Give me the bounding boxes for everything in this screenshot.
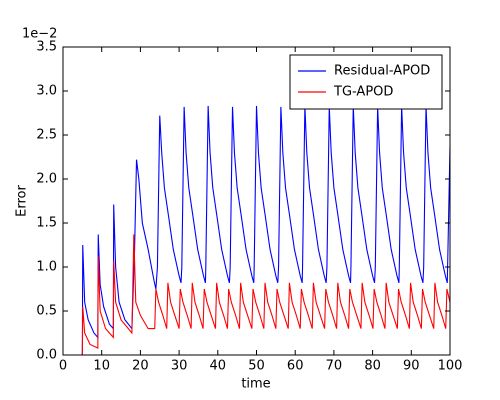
x-tick-label: 10	[93, 359, 110, 374]
x-axis-label: time	[241, 377, 270, 392]
x-tick-label: 90	[403, 359, 420, 374]
series-line	[63, 105, 451, 356]
y-axis-label: Error	[15, 185, 30, 217]
series-line	[63, 234, 451, 356]
y-tick-label: 2.5	[36, 128, 57, 143]
x-tick-label: 100	[438, 359, 463, 374]
legend-label: Residual-APOD	[334, 64, 430, 79]
y-tick-label: 2.0	[36, 172, 57, 187]
x-tick-label: 20	[132, 359, 149, 374]
legend-box	[289, 54, 443, 110]
legend-label: TG-APOD	[333, 85, 393, 100]
x-tick-label: 70	[326, 359, 343, 374]
y-tick-label: 3.0	[36, 84, 57, 99]
y-tick-label: 1.5	[36, 216, 57, 231]
x-tick-label: 50	[248, 359, 265, 374]
y-tick-label: 0.5	[36, 304, 57, 319]
x-tick-label: 60	[287, 359, 304, 374]
x-tick-label: 0	[59, 359, 67, 374]
y-offset-text: 1e−2	[22, 27, 57, 42]
x-tick-label: 80	[364, 359, 381, 374]
x-tick-label: 30	[171, 359, 188, 374]
y-tick-label: 0.0	[36, 348, 57, 363]
y-tick-label: 1.0	[36, 260, 57, 275]
y-tick-label: 3.5	[36, 40, 57, 55]
x-tick-label: 40	[210, 359, 227, 374]
